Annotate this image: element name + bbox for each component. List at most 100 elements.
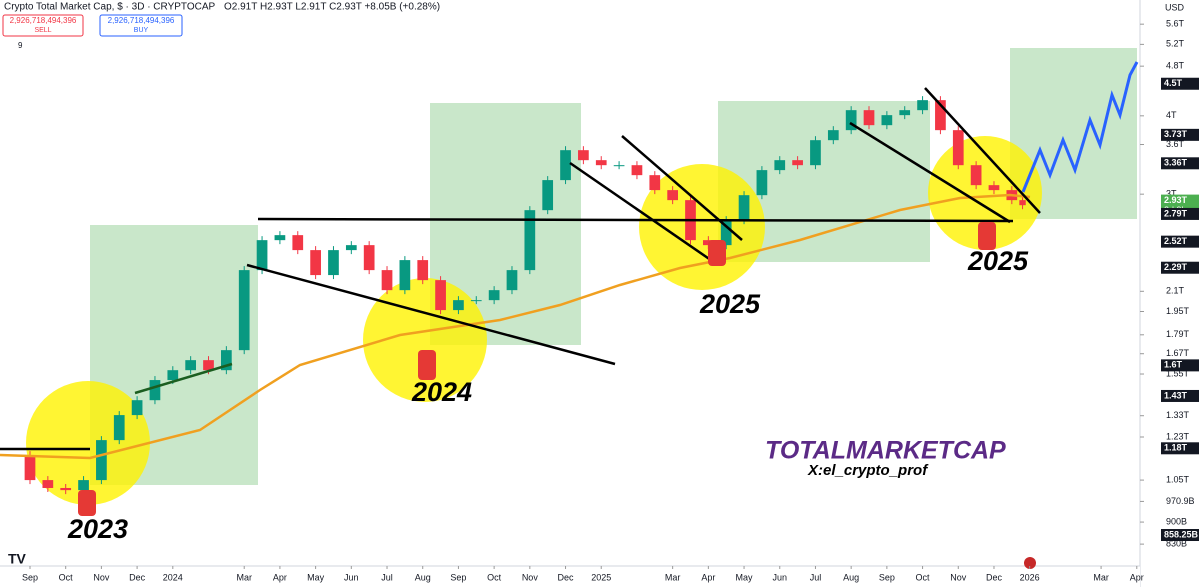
x-tick-label: May (307, 572, 325, 582)
hand-icon (708, 240, 726, 266)
price-badge-label: 2.79T (1164, 208, 1188, 218)
y-tick-label: 830B (1166, 538, 1187, 548)
moving-average (0, 193, 1031, 460)
candle (435, 280, 446, 311)
trendline (621, 135, 743, 241)
watermark: TOTALMARKETCAP (765, 437, 1006, 465)
x-tick-label: 2025 (591, 572, 611, 582)
price-badge (1161, 77, 1199, 90)
candle (792, 160, 803, 166)
time-axis (0, 566, 1140, 587)
y-tick-label: 1.05T (1166, 474, 1190, 484)
trendline (246, 263, 616, 366)
sell-button[interactable] (2, 14, 84, 37)
candle (881, 115, 893, 126)
price-badge-label: 858.25B (1164, 529, 1199, 539)
price-axis (1140, 0, 1200, 587)
x-tick-label: Oct (487, 572, 502, 582)
x-tick-label: Mar (665, 572, 681, 582)
candle (381, 270, 393, 291)
author: X:el_crypto_prof (807, 462, 929, 479)
candle (935, 100, 946, 131)
x-tick-label: Sep (879, 572, 895, 582)
candle (221, 350, 232, 371)
trendline (849, 121, 1011, 224)
candle (60, 487, 72, 491)
x-tick-label: Apr (1130, 572, 1144, 582)
price-badge-label: 1.6T (1164, 360, 1183, 370)
candle (113, 415, 125, 441)
y-tick-label: 970.9B (1166, 496, 1195, 506)
candle (274, 235, 286, 241)
candle (488, 290, 500, 301)
x-tick-label: Aug (843, 572, 859, 582)
candle (738, 195, 750, 221)
x-tick-label: Jun (772, 572, 787, 582)
indicator-count: 9 (18, 41, 23, 50)
candle (917, 100, 928, 111)
hands (78, 222, 996, 516)
x-tick-label: Sep (450, 572, 466, 582)
candle (256, 240, 268, 271)
candle (667, 190, 679, 201)
projection (1021, 61, 1139, 193)
symbol: Crypto Total Market Cap, $ · 3D · CRYPTO… (4, 2, 216, 13)
candle (810, 140, 821, 166)
candle (131, 400, 143, 416)
candle (363, 245, 375, 271)
x-tick-label: Dec (986, 572, 1003, 582)
candle (595, 160, 607, 166)
candle (292, 235, 304, 251)
candle (827, 130, 839, 141)
price-badge-label: 2.52T (1164, 236, 1188, 246)
y-tick-label: 5.2T (1166, 39, 1185, 49)
flag-icon (1024, 557, 1036, 569)
candle (310, 250, 321, 276)
candle (542, 180, 554, 211)
y-tick-label: 1.95T (1166, 306, 1190, 316)
price-badge (1161, 235, 1199, 248)
buy-button[interactable] (99, 14, 183, 37)
candle (899, 110, 911, 116)
ohlc: O2.91T H2.93T L2.91T C2.93T +8.05B (+0.2… (224, 2, 440, 13)
currency: USD (1165, 2, 1185, 12)
x-tick-label: Jul (810, 572, 822, 582)
y-tick-label: 2.1T (1166, 286, 1185, 296)
buy-label: BUY (134, 27, 149, 34)
buy-price: 2,926,718,494,396 (108, 16, 175, 25)
y-tick-label: 4.8T (1166, 61, 1185, 71)
candle (238, 270, 250, 351)
x-tick-label: Mar (236, 572, 252, 582)
y-tick-label: 900B (1166, 516, 1187, 526)
x-tick-label: Jul (381, 572, 393, 582)
x-tick-label: Mar (1093, 572, 1109, 582)
sell-label: SELL (34, 27, 51, 34)
trendline (569, 161, 719, 267)
candle (631, 165, 643, 176)
candle (328, 250, 339, 276)
candle (399, 260, 411, 291)
x-tick-label: Sep (22, 572, 38, 582)
price-badge (1161, 389, 1199, 402)
candles (24, 96, 1026, 495)
y-tick-label: 5.6T (1166, 19, 1185, 29)
x-tick-label: 2026 (1020, 572, 1040, 582)
y-tick-label: 4T (1166, 110, 1177, 120)
hand-icon (418, 350, 436, 380)
candle (952, 130, 964, 166)
price-badge (1161, 529, 1199, 542)
y-tick-label: 3.6T (1166, 139, 1185, 149)
price-badge (1161, 261, 1199, 274)
candle (24, 455, 36, 481)
candle (345, 245, 357, 251)
candle (649, 175, 661, 191)
candle (560, 150, 571, 181)
x-tick-label: Nov (522, 572, 539, 582)
x-tick-label: Dec (129, 572, 146, 582)
zones (90, 48, 1137, 485)
price-badge-label: 3.36T (1164, 158, 1188, 168)
candle (845, 110, 857, 131)
candle (774, 160, 786, 171)
candle (720, 220, 732, 246)
